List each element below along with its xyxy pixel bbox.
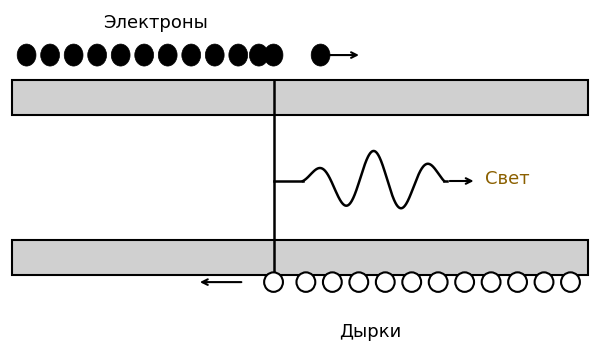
Ellipse shape	[561, 272, 580, 292]
Ellipse shape	[482, 272, 500, 292]
Ellipse shape	[403, 272, 421, 292]
Bar	[12, 240, 588, 275]
Ellipse shape	[182, 44, 200, 66]
Ellipse shape	[229, 44, 248, 66]
Ellipse shape	[323, 272, 342, 292]
Ellipse shape	[111, 44, 130, 66]
Ellipse shape	[311, 44, 330, 66]
Text: Свет: Свет	[485, 170, 530, 188]
Ellipse shape	[264, 272, 283, 292]
Ellipse shape	[41, 44, 59, 66]
Bar	[12, 80, 588, 115]
Ellipse shape	[88, 44, 107, 66]
Ellipse shape	[349, 272, 368, 292]
Ellipse shape	[158, 44, 177, 66]
Ellipse shape	[508, 272, 527, 292]
Text: Электроны: Электроны	[104, 14, 208, 32]
Ellipse shape	[535, 272, 553, 292]
Ellipse shape	[455, 272, 474, 292]
Ellipse shape	[296, 272, 315, 292]
Ellipse shape	[376, 272, 395, 292]
Text: Дырки: Дырки	[340, 323, 401, 341]
Ellipse shape	[429, 272, 448, 292]
Ellipse shape	[205, 44, 224, 66]
Ellipse shape	[250, 44, 268, 66]
Ellipse shape	[264, 44, 283, 66]
Ellipse shape	[64, 44, 83, 66]
Ellipse shape	[17, 44, 36, 66]
Ellipse shape	[135, 44, 154, 66]
